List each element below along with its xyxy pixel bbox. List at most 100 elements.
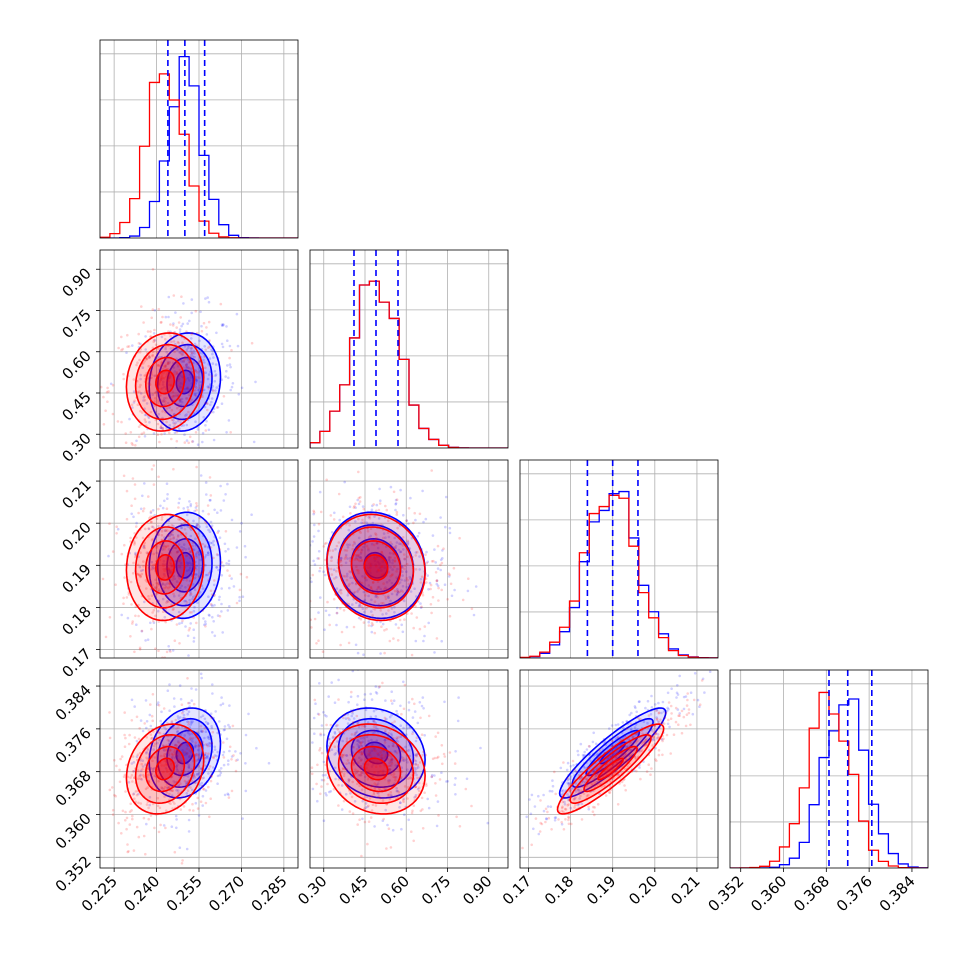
- axes-frame: [519, 669, 719, 869]
- x-tick-label: 0.20: [625, 872, 661, 908]
- contour-line: [326, 723, 426, 815]
- contour-line: [156, 343, 213, 421]
- y-tick-label: 0.45: [58, 388, 94, 424]
- scatter-red: [310, 469, 474, 657]
- contour-line: [326, 513, 426, 622]
- contour-line: [125, 513, 205, 622]
- scatter-red: [100, 268, 254, 447]
- contour-line: [155, 757, 176, 781]
- contour-line: [337, 526, 415, 609]
- contour-line: [134, 343, 196, 421]
- contour-line: [363, 741, 389, 765]
- panel-0-0: [99, 39, 299, 239]
- y-tick-label: 0.368: [52, 767, 95, 810]
- contour-line: [337, 717, 415, 789]
- x-tick-label: 0.352: [704, 872, 747, 915]
- y-tick-label: 0.384: [52, 681, 95, 724]
- contour-line: [125, 723, 205, 815]
- axes-frame: [309, 669, 509, 869]
- axes-frame: [99, 39, 299, 239]
- contour-line: [166, 538, 204, 593]
- x-tick-label: 0.255: [163, 872, 206, 915]
- x-tick-label: 0.18: [541, 872, 577, 908]
- panel-1-1: [309, 249, 509, 449]
- contour-line: [363, 553, 389, 581]
- contour-line: [148, 511, 222, 620]
- y-tick-label: 0.30: [58, 429, 94, 465]
- contour-line: [350, 540, 402, 595]
- y-tick-label: 0.75: [58, 306, 94, 342]
- panel-3-3: 0.352 0.360 0.368 0.376 0.384: [704, 669, 929, 915]
- x-tick-label: 0.225: [78, 872, 121, 915]
- y-tick-label: 0.60: [58, 347, 94, 383]
- x-tick-label: 0.376: [833, 872, 876, 915]
- x-tick-label: 0.240: [120, 872, 163, 915]
- contour-line: [148, 332, 222, 432]
- axes-frame: [729, 669, 929, 869]
- contour-line: [166, 356, 204, 408]
- contour-line: [337, 734, 415, 804]
- scatter-blue: [125, 672, 271, 851]
- x-tick-label: 0.360: [747, 872, 790, 915]
- x-tick-label: 0.384: [876, 872, 919, 915]
- contour-line: [350, 745, 402, 793]
- histogram-red: [520, 494, 718, 658]
- axes-frame: [99, 249, 299, 449]
- panel-2-2: [519, 459, 719, 659]
- contour-line: [569, 734, 652, 804]
- y-tick-label: 0.20: [58, 518, 94, 554]
- x-tick-label: 0.30: [294, 872, 330, 908]
- y-tick-label: 0.21: [58, 476, 94, 512]
- axes-frame: [309, 459, 509, 659]
- contour-line: [156, 717, 213, 789]
- x-tick-label: 0.90: [459, 872, 495, 908]
- y-tick-label: 0.90: [58, 264, 94, 300]
- contour-line: [155, 369, 176, 395]
- scatter-red: [100, 677, 238, 865]
- contour-line: [363, 757, 389, 781]
- x-tick-label: 0.17: [499, 872, 535, 908]
- panel-3-2: 0.17 0.18 0.19 0.20 0.21: [499, 669, 719, 908]
- y-tick-label: 0.18: [58, 603, 94, 639]
- x-tick-label: 0.21: [667, 872, 703, 908]
- x-tick-label: 0.75: [418, 872, 454, 908]
- contour-line: [148, 707, 222, 799]
- contour-line: [144, 356, 186, 408]
- contour-line: [350, 729, 402, 777]
- contour-line: [326, 707, 426, 799]
- axes-frame: [309, 249, 509, 449]
- x-tick-label: 0.270: [205, 872, 248, 915]
- contour-line: [597, 757, 625, 781]
- contour-line: [585, 729, 641, 777]
- contour-line: [156, 524, 213, 607]
- contour-line: [583, 745, 638, 793]
- histogram-blue: [520, 490, 718, 658]
- contour-line: [144, 745, 186, 793]
- x-tick-label: 0.285: [248, 872, 291, 915]
- scatter-blue: [107, 474, 253, 657]
- x-tick-label: 0.60: [377, 872, 413, 908]
- contour-line: [144, 540, 186, 595]
- x-tick-label: 0.368: [790, 872, 833, 915]
- contour-line: [556, 723, 665, 815]
- y-tick-label: 0.360: [52, 810, 95, 853]
- contour-line: [125, 332, 205, 432]
- scatter-red: [310, 681, 473, 858]
- axes-frame: [519, 459, 719, 659]
- contour-line: [175, 369, 195, 395]
- scatter-red: [100, 464, 249, 658]
- x-tick-label: 0.45: [335, 872, 371, 908]
- y-tick-label: 0.376: [52, 724, 95, 767]
- contour-line: [558, 707, 667, 799]
- scatter-red: [520, 679, 704, 850]
- contour-line: [134, 526, 196, 609]
- panel-1-0: 0.30 0.45 0.60 0.75 0.90: [58, 249, 299, 466]
- panel-2-0: 0.17 0.18 0.19 0.20 0.21: [58, 459, 299, 681]
- panel-3-1: 0.30 0.45 0.60 0.75 0.90: [294, 669, 509, 908]
- x-tick-label: 0.19: [583, 872, 619, 908]
- contour-line: [134, 733, 196, 805]
- y-tick-label: 0.17: [58, 645, 94, 681]
- y-tick-label: 0.19: [58, 560, 94, 596]
